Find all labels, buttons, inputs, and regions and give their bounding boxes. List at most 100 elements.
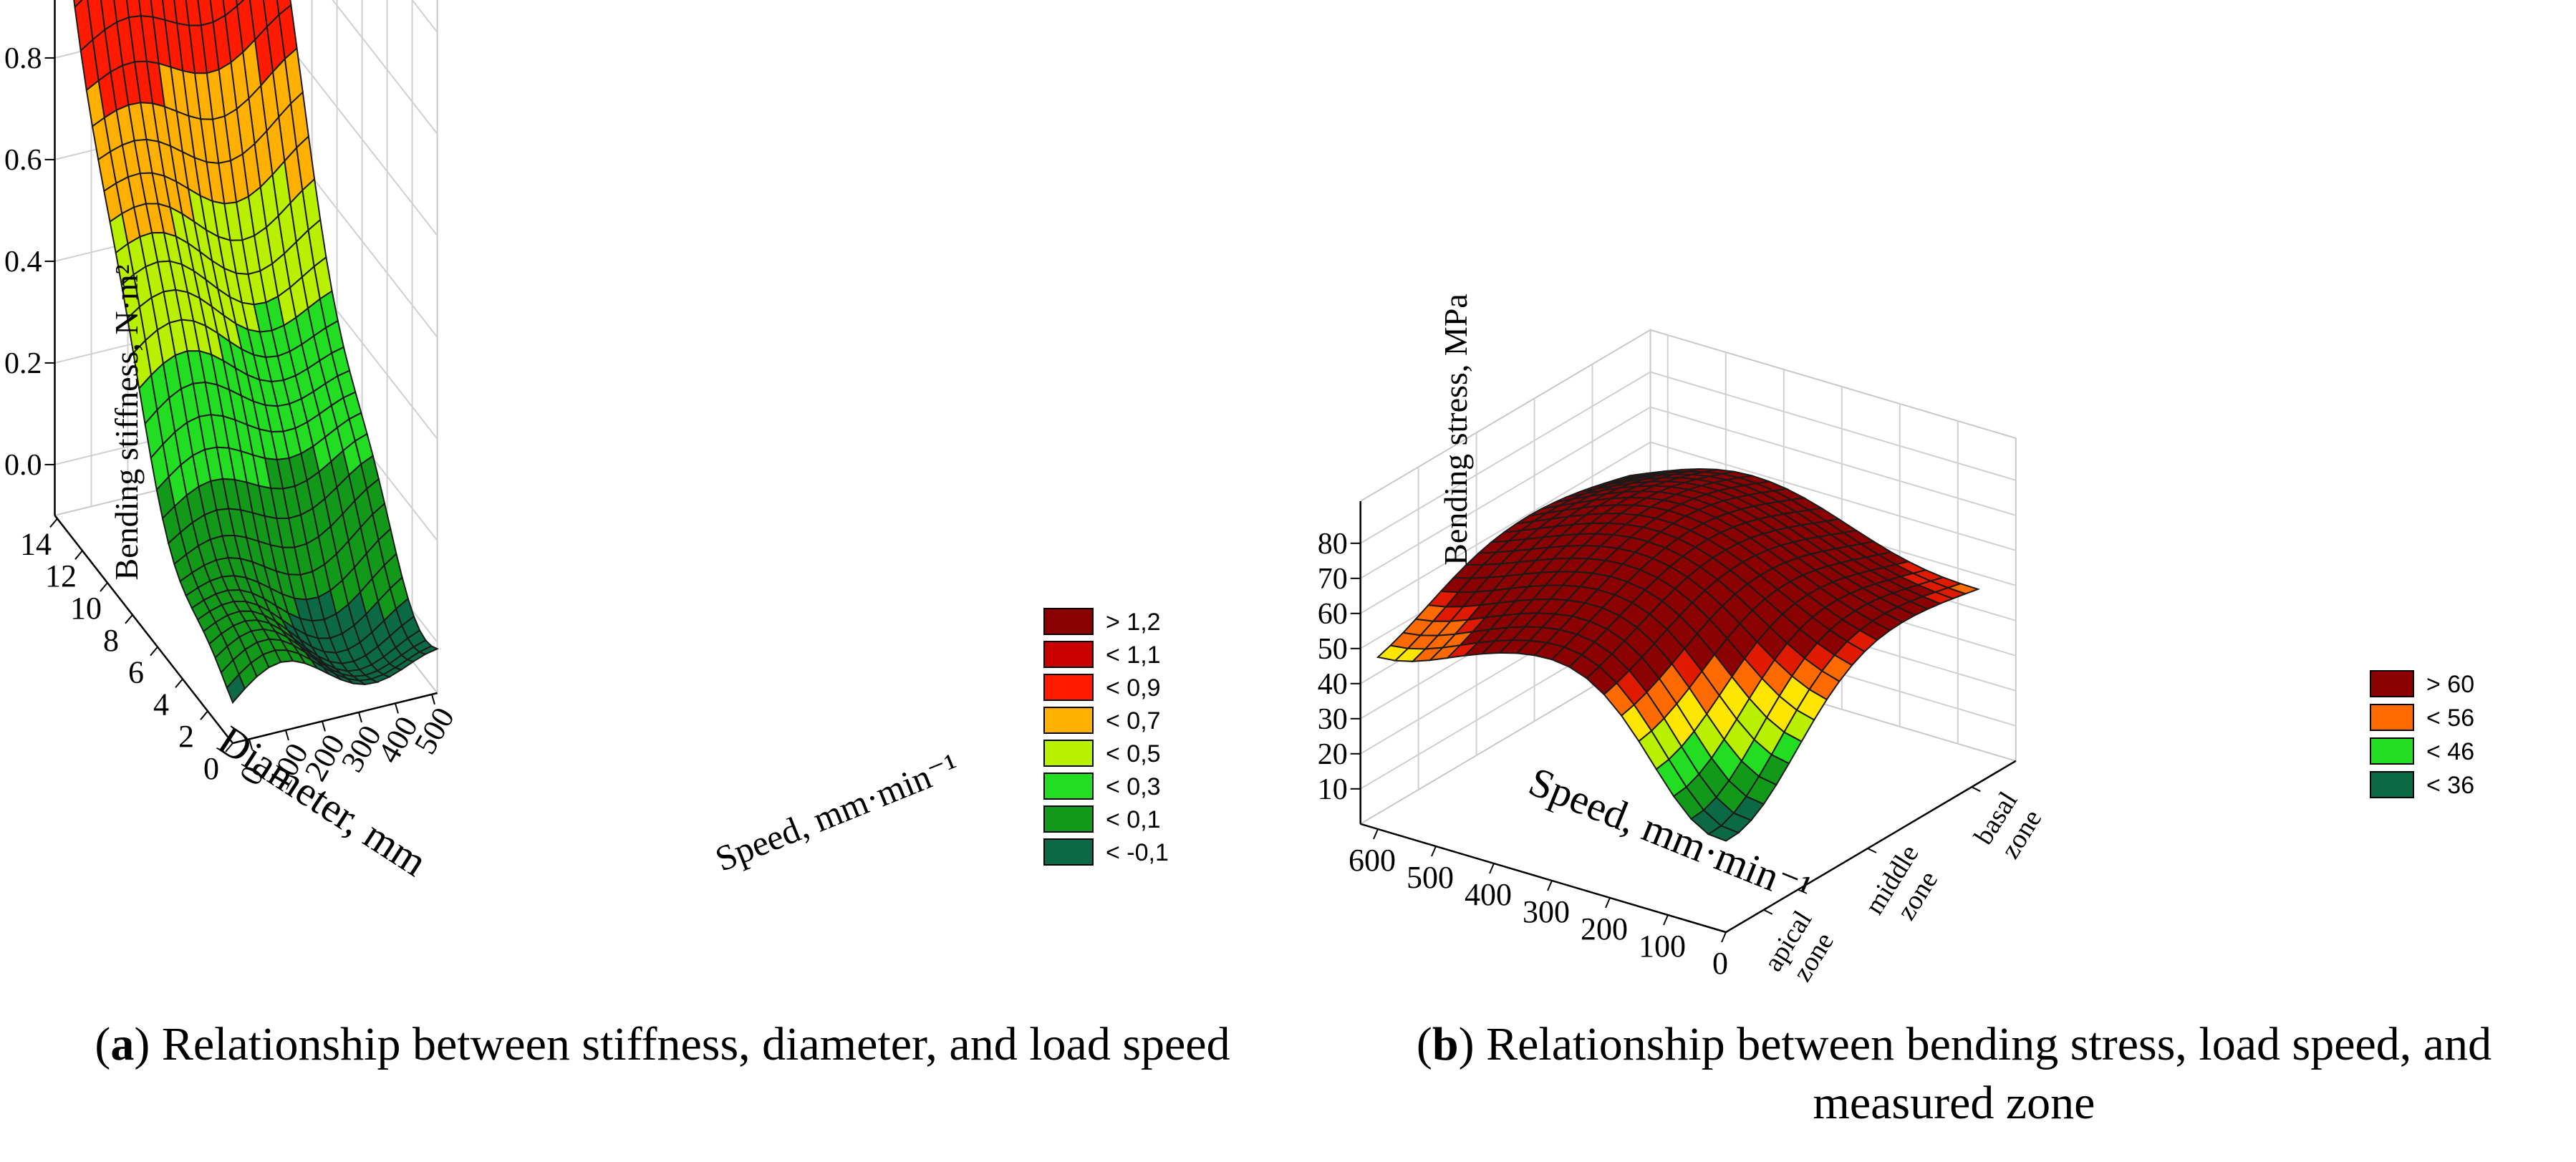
panel-b-z-tick-label: 60: [1318, 598, 1348, 631]
panel-a-y-axis-label: Speed, mm·min⁻¹: [710, 745, 965, 879]
caption-b-letter: b: [1432, 1018, 1459, 1070]
panel-a-x-tick: [100, 582, 108, 592]
panel-b-y-tick: [1763, 909, 1773, 915]
panel-a-y-tick: [430, 694, 435, 705]
panel-a-x-tick-label: 4: [153, 687, 169, 722]
panel-a-legend-swatch: [1043, 773, 1094, 800]
panel-a-x-tick-label: 8: [103, 623, 119, 658]
panel-a-z-tick-label: 0.4: [4, 246, 42, 279]
panel-b-x-tick: [1489, 863, 1495, 874]
panel-a-legend-swatch: [1043, 838, 1094, 866]
panel-a-legend-label: < 0,1: [1106, 806, 1161, 833]
panel-a-x-tick: [125, 614, 133, 624]
panel-b-x-tick-label: 0: [1712, 946, 1728, 981]
panel-a-x-tick: [49, 518, 58, 528]
panel-a-legend-label: < 0,3: [1106, 773, 1161, 800]
panel-a-legend: > 1,2 < 1,1 < 0,9 < 0,7 < 0,5 < 0,3 < 0,1 < -0,…: [1043, 608, 1169, 866]
panel-a-legend-label: < 0,7: [1106, 707, 1161, 735]
panel-a-x-tick: [225, 742, 233, 752]
panel-b-x-tick: [1663, 914, 1669, 926]
panel-b-x-tick-label: 400: [1465, 877, 1512, 912]
panel-a-z-axis-label: Bending stiffness, N·m²: [108, 265, 145, 581]
panel-b-legend-label: < 46: [2426, 738, 2474, 765]
panel-b-x-tick-label: 100: [1639, 929, 1686, 964]
panel-b-legend-swatch: [2370, 704, 2414, 731]
panel-b-legend-swatch: [2370, 771, 2414, 798]
panel-a-legend-swatch: [1043, 608, 1094, 635]
panel-a-legend-swatch: [1043, 674, 1094, 701]
caption-a: (a) Relationship between stiffness, diam…: [95, 1018, 1230, 1070]
caption-a-text: Relationship between stiffness, diameter…: [161, 1018, 1230, 1070]
panel-a-y-tick: [394, 703, 399, 714]
panel-b-gridline: [1360, 371, 2017, 544]
panel-a-y-tick: [248, 739, 253, 750]
panel-a-x-axis-line: [54, 515, 233, 744]
panel-a-y-tick-label: 500: [407, 702, 461, 760]
panel-a-z-tick-label: 0.2: [4, 347, 42, 380]
panel-b-x-tick: [1605, 897, 1611, 909]
panel-b-legend-label: > 60: [2426, 671, 2474, 698]
panel-a-x-tick-label: 14: [20, 526, 52, 561]
panel-b-z-tick-label: 20: [1318, 738, 1348, 771]
panel-b-legend-label: < 56: [2426, 705, 2474, 732]
panel-a-x-tick: [200, 710, 208, 720]
panel-b-z-tick-label: 80: [1318, 528, 1348, 561]
panel-a-x-tick: [150, 646, 158, 657]
panel-a-legend-swatch: [1043, 805, 1094, 833]
panel-b-legend-label: < 36: [2426, 772, 2474, 799]
panel-b-x-tick: [1547, 880, 1553, 891]
caption-a-letter: a: [110, 1018, 135, 1070]
panel-a-z-tick-label: 0.8: [4, 42, 42, 75]
panel-a-z-tick-label: 0.6: [4, 144, 42, 177]
panel-a-x-tick: [175, 678, 183, 689]
panel-a-legend-label: < -0,1: [1106, 839, 1169, 866]
panel-a-legend-label: > 1,2: [1106, 609, 1161, 636]
panel-b-z-tick-label: 70: [1318, 563, 1348, 596]
panel-a-legend-label: < 0,5: [1106, 740, 1161, 768]
panel-b-z-tick-label: 30: [1318, 703, 1348, 736]
panel-a-surface-cell: [226, 673, 246, 705]
panel-b-z-tick-label: 10: [1318, 773, 1348, 806]
panel-a-x-tick-label: 0: [203, 751, 219, 786]
panel-a-legend-swatch: [1043, 641, 1094, 668]
panel-a-x-tick-label: 10: [70, 591, 102, 626]
panel-b-gridline: [1360, 441, 2017, 614]
panel-b-gridline: [1360, 406, 2017, 579]
panel-a-z-tick-label: 0.0: [4, 449, 42, 482]
panel-b-surface-cell: [1707, 825, 1740, 842]
panel-a-legend-swatch: [1043, 707, 1094, 734]
panel-b-x-tick-label: 200: [1581, 911, 1628, 946]
panel-b-x-tick-label: 500: [1407, 860, 1454, 895]
panel-b-y-axis-line: [1725, 760, 2017, 934]
panel-a-legend-label: < 0,9: [1106, 674, 1161, 702]
panel-b-x-tick: [1373, 828, 1379, 840]
panel-b-z-tick-label: 40: [1318, 668, 1348, 701]
panel-b-x-tick-label: 600: [1349, 843, 1396, 878]
panel-b-x-tick: [1721, 931, 1727, 943]
panel-b-legend-swatch: [2370, 670, 2414, 697]
panel-b-surface: [1376, 468, 1981, 842]
panel-a-y-tick: [284, 730, 289, 741]
panel-a-x-tick-label: 2: [178, 719, 194, 754]
panel-a-gridline: [332, 0, 438, 135]
panel-b-x-tick: [1431, 846, 1437, 857]
panel-b-y-tick: [1971, 786, 1981, 793]
panel-a-y-axis-line: [232, 692, 438, 745]
panel-a-x-tick-label: 12: [45, 558, 77, 594]
panel-b-z-axis-label: Bending stress, MPa: [1437, 294, 1474, 566]
panel-b-y-tick: [1867, 848, 1877, 853]
caption-b: (b) Relationship between bending stress,…: [1416, 1018, 2492, 1129]
panel-a-legend-swatch: [1043, 740, 1094, 767]
panel-a-x-tick-label: 6: [128, 655, 144, 690]
panel-a-y-tick: [357, 712, 362, 723]
panel-a-surface: [73, 0, 440, 705]
caption-b-text: Relationship between bending stress, loa…: [1486, 1018, 2492, 1129]
panel-b-z-tick-label: 50: [1318, 633, 1348, 666]
panel-a-x-tick: [74, 550, 83, 560]
